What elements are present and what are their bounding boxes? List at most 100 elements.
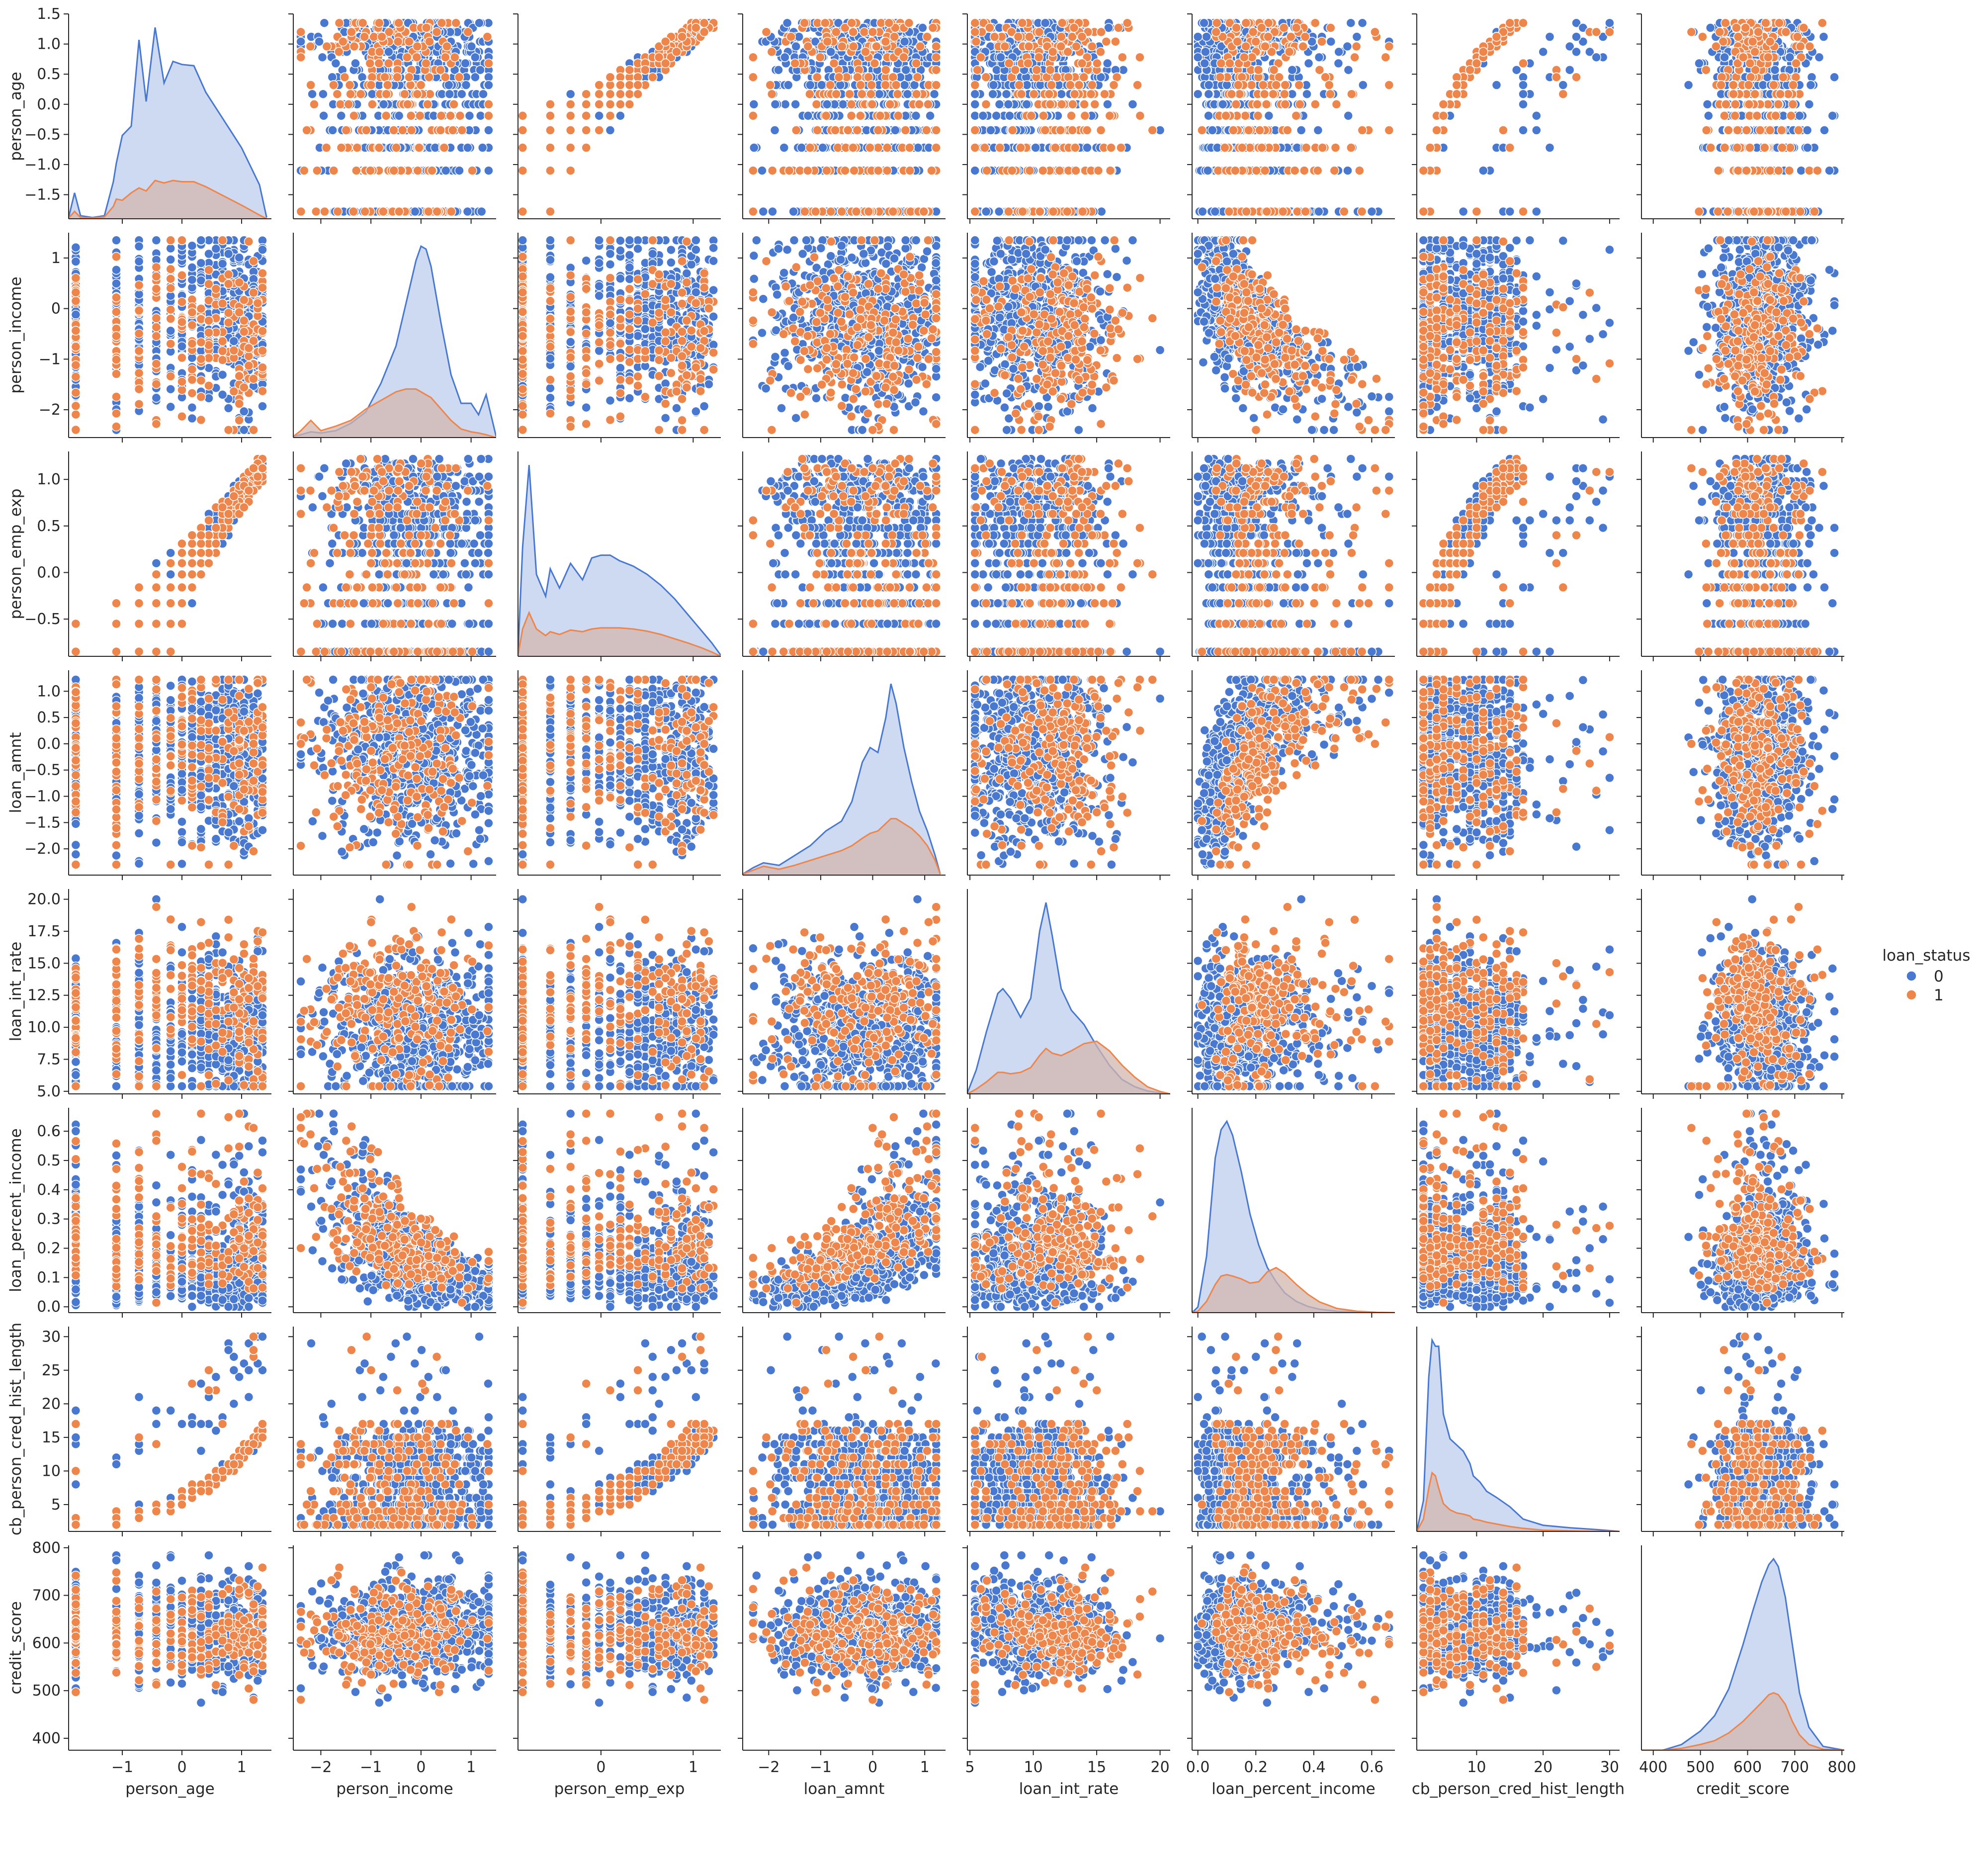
point-class-1 bbox=[595, 100, 603, 109]
point-class-1 bbox=[1067, 111, 1076, 120]
point-class-1 bbox=[394, 18, 403, 27]
point-class-1 bbox=[333, 89, 342, 98]
point-class-1 bbox=[1014, 32, 1023, 41]
point-class-1 bbox=[365, 59, 374, 68]
point-class-1 bbox=[405, 73, 414, 82]
point-class-1 bbox=[595, 126, 603, 135]
point-class-1 bbox=[1280, 89, 1289, 98]
point-class-1 bbox=[767, 47, 776, 56]
point-class-0 bbox=[992, 111, 1001, 120]
point-class-1 bbox=[1269, 89, 1278, 98]
point-class-1 bbox=[413, 89, 422, 98]
point-class-0 bbox=[477, 207, 486, 216]
point-class-0 bbox=[1083, 143, 1092, 152]
point-class-0 bbox=[1344, 111, 1353, 120]
point-class-1 bbox=[1261, 42, 1270, 51]
point-class-1 bbox=[1040, 126, 1049, 135]
point-class-1 bbox=[1018, 207, 1027, 216]
point-class-1 bbox=[1259, 81, 1268, 89]
point-class-1 bbox=[483, 32, 492, 41]
point-class-1 bbox=[1078, 32, 1087, 41]
point-class-1 bbox=[437, 18, 446, 27]
point-class-0 bbox=[566, 89, 575, 98]
point-class-1 bbox=[881, 37, 890, 46]
point-class-1 bbox=[985, 23, 994, 32]
point-class-1 bbox=[1008, 126, 1017, 135]
point-class-0 bbox=[1368, 207, 1377, 216]
point-class-0 bbox=[1194, 89, 1203, 98]
point-class-1 bbox=[1114, 23, 1123, 32]
point-class-0 bbox=[914, 143, 923, 152]
point-class-1 bbox=[1235, 89, 1244, 98]
point-class-1 bbox=[1293, 207, 1302, 216]
point-class-1 bbox=[885, 100, 894, 109]
point-class-1 bbox=[1241, 18, 1250, 27]
point-class-1 bbox=[375, 47, 384, 56]
point-class-1 bbox=[383, 81, 392, 89]
point-class-1 bbox=[1255, 126, 1264, 135]
point-class-0 bbox=[758, 166, 767, 175]
point-class-0 bbox=[781, 100, 790, 109]
point-class-1 bbox=[484, 59, 493, 68]
point-class-0 bbox=[465, 111, 474, 120]
point-class-1 bbox=[606, 89, 615, 98]
point-class-1 bbox=[766, 81, 775, 89]
point-class-1 bbox=[970, 81, 979, 89]
point-class-0 bbox=[1198, 207, 1207, 216]
point-class-1 bbox=[1301, 32, 1310, 41]
point-class-1 bbox=[322, 42, 331, 51]
point-class-1 bbox=[700, 27, 709, 36]
point-class-1 bbox=[874, 126, 883, 135]
point-class-1 bbox=[912, 89, 921, 98]
point-class-1 bbox=[1216, 73, 1225, 82]
point-class-1 bbox=[1291, 111, 1300, 120]
point-class-0 bbox=[331, 59, 340, 68]
point-class-1 bbox=[1317, 37, 1326, 46]
point-class-1 bbox=[1347, 89, 1356, 98]
point-class-1 bbox=[1251, 37, 1260, 46]
point-class-0 bbox=[1539, 47, 1548, 56]
point-class-0 bbox=[817, 81, 826, 89]
point-class-1 bbox=[306, 42, 315, 51]
point-class-1 bbox=[1252, 166, 1261, 175]
point-class-1 bbox=[451, 18, 460, 27]
point-class-1 bbox=[995, 143, 1004, 152]
point-class-1 bbox=[1070, 89, 1079, 98]
point-class-1 bbox=[302, 126, 311, 135]
point-class-1 bbox=[858, 89, 866, 98]
point-class-1 bbox=[322, 143, 331, 152]
point-class-0 bbox=[759, 207, 768, 216]
point-class-0 bbox=[471, 53, 480, 62]
point-class-1 bbox=[392, 143, 401, 152]
point-class-1 bbox=[932, 66, 941, 75]
point-class-1 bbox=[1035, 207, 1044, 216]
point-class-0 bbox=[930, 89, 939, 98]
point-class-1 bbox=[1135, 111, 1144, 120]
point-class-1 bbox=[973, 66, 982, 75]
point-class-1 bbox=[336, 100, 345, 109]
point-class-1 bbox=[1262, 100, 1271, 109]
point-class-1 bbox=[1340, 207, 1349, 216]
point-class-1 bbox=[312, 207, 321, 216]
point-class-1 bbox=[595, 81, 603, 89]
point-class-0 bbox=[995, 100, 1004, 109]
point-class-1 bbox=[1068, 100, 1077, 109]
point-class-1 bbox=[1078, 207, 1087, 216]
point-class-1 bbox=[905, 166, 914, 175]
point-class-1 bbox=[913, 73, 922, 82]
y-tick-label: −1.0 bbox=[24, 156, 61, 174]
point-class-1 bbox=[901, 126, 910, 135]
point-class-1 bbox=[1224, 207, 1233, 216]
point-class-1 bbox=[358, 18, 367, 27]
point-class-1 bbox=[546, 143, 555, 152]
point-class-1 bbox=[849, 27, 858, 36]
point-class-1 bbox=[1384, 42, 1393, 51]
point-class-1 bbox=[1079, 73, 1088, 82]
point-class-1 bbox=[1118, 53, 1127, 62]
point-class-1 bbox=[1046, 66, 1055, 75]
point-class-1 bbox=[1281, 100, 1290, 109]
point-class-1 bbox=[894, 111, 903, 120]
point-class-1 bbox=[1300, 166, 1309, 175]
point-class-0 bbox=[461, 59, 470, 68]
